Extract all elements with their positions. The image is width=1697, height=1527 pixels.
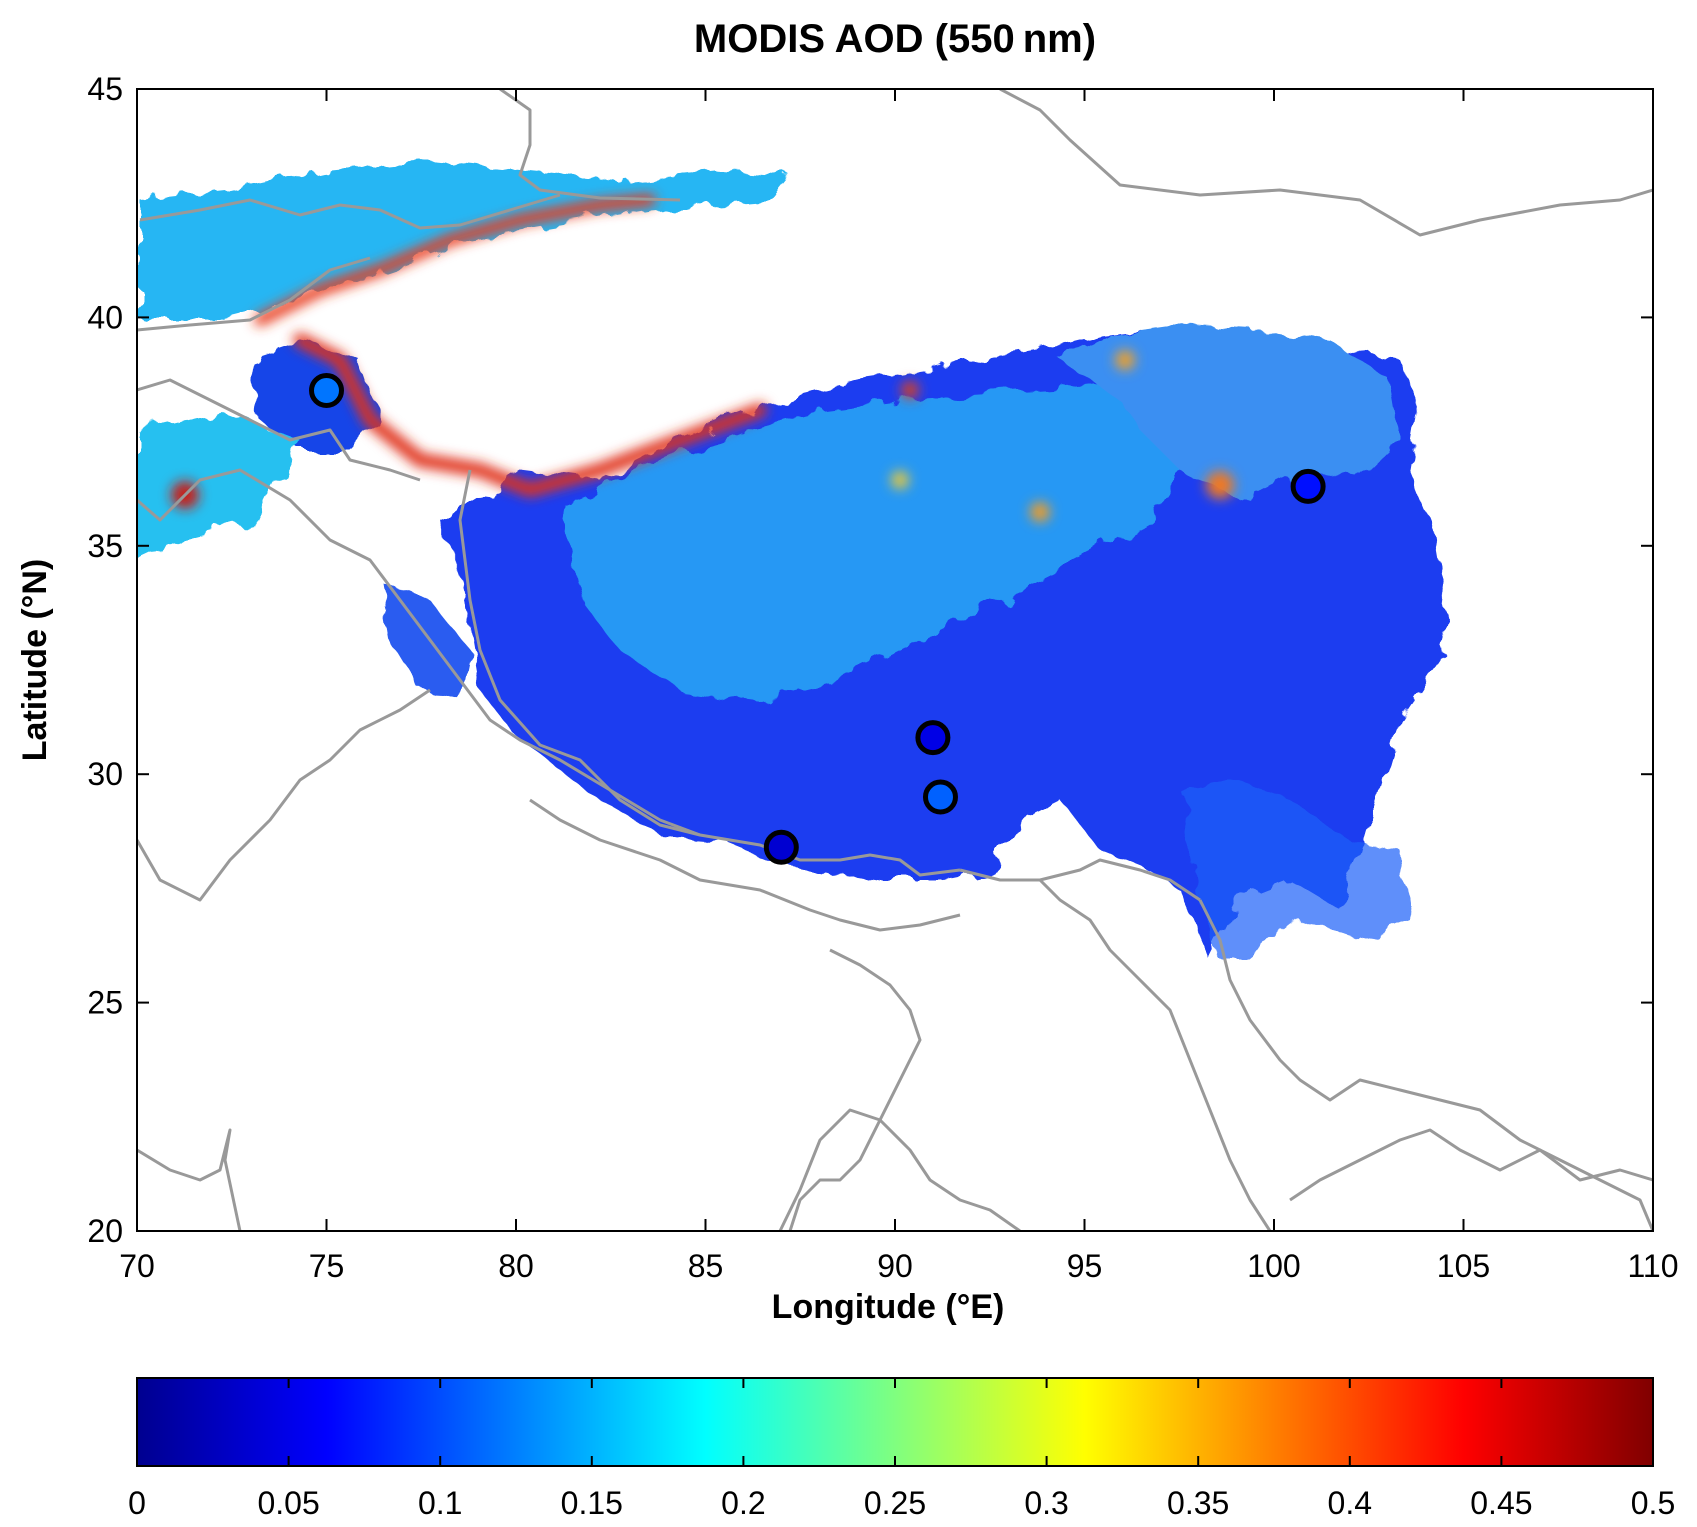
boundary-ganges [778,1108,1021,1231]
x-axis: 70 75 80 85 90 95 100 105 110 [119,89,1679,1284]
x-tick-label: 80 [498,1248,534,1284]
colorbar: 0 0.05 0.1 0.15 0.2 0.25 0.3 0.35 0.4 0.45 0.5 [128,1377,1675,1521]
boundary-india-coast [137,1128,242,1231]
x-tick-label: 70 [119,1248,155,1284]
x-tick-label: 95 [1067,1248,1103,1284]
colorbar-tick-label: 0.15 [561,1485,623,1521]
boundary-kazakh-kyrgyz [139,193,561,230]
x-tick-label: 75 [309,1248,345,1284]
aod-hotspot-mid [891,471,909,489]
boundary-himalaya-north [458,469,961,877]
boundary-bangladesh [788,948,922,1231]
y-axis-label: Latitude (°N) [16,559,54,761]
boundary-china-north [499,89,681,202]
aod-hotspot-north [901,381,919,399]
aod-southeast-tail [1180,780,1410,960]
boundary-tajik-afghan [137,378,421,482]
aod-central-band [560,380,1200,700]
boundary-bhutan-india [959,858,1201,902]
station-marker [763,829,799,865]
colorbar-tick-label: 0 [128,1485,146,1521]
y-axis: 20 25 30 35 40 45 [87,71,1653,1249]
chart-title: MODIS AOD (550 nm) [694,17,1096,61]
aod-high-features [171,194,1234,522]
aod-northeast-lobe [1060,325,1400,500]
aod-hotspot-east [1115,350,1135,370]
colorbar-tick-label: 0.3 [1024,1485,1068,1521]
aod-tien-shan-rim [254,194,656,326]
x-tick-label: 90 [877,1248,913,1284]
y-tick-label: 40 [87,299,123,335]
aod-hotspot-qaidam [1206,471,1234,499]
aod-west-rim [137,410,300,560]
boundary-india-west [137,688,431,902]
boundary-kyrgyz-south [137,256,371,332]
boundary-laos-thai [1289,1128,1653,1202]
aod-tarim-southern-rim [293,333,767,498]
boundary-nepal-south [529,798,961,932]
x-tick-label: 105 [1437,1248,1490,1284]
colorbar-tick-label: 0.05 [257,1485,319,1521]
aod-west-patches-2 [380,580,470,700]
x-tick-label: 100 [1247,1248,1300,1284]
boundary-myanmar [1198,899,1653,1231]
x-axis-label: Longitude (°E) [772,1288,1005,1326]
station-marker [309,372,344,408]
colorbar-tick-label: 0.4 [1328,1485,1372,1521]
x-tick-label: 110 [1627,1248,1678,1284]
colorbar-tick-label: 0.5 [1631,1485,1675,1521]
station-marker [1290,468,1326,504]
station-marker [922,779,958,815]
map-area [137,89,1653,1231]
y-tick-label: 30 [87,756,123,792]
boundary-pakistan-india [137,468,701,837]
x-tick-label: 85 [688,1248,724,1284]
colorbar-tick-label: 0.2 [721,1485,765,1521]
colorbar-tick-label: 0.35 [1167,1485,1229,1521]
y-tick-label: 25 [87,985,123,1021]
colorbar-tick-label: 0.1 [418,1485,462,1521]
station-markers [309,372,1326,865]
y-tick-label: 20 [87,1213,123,1249]
colorbar-tick-label: 0.45 [1470,1485,1532,1521]
colorbar-ticks: 0 0.05 0.1 0.15 0.2 0.25 0.3 0.35 0.4 0.45 0.5 [128,1378,1675,1521]
y-tick-label: 45 [87,71,123,107]
colorbar-tick-label: 0.25 [864,1485,926,1521]
boundary-mongolia [999,89,1653,237]
station-marker [915,720,951,756]
country-boundaries [137,89,1653,1231]
colorbar-gradient [136,1377,1654,1467]
boundary-india-northeast [1038,878,1272,1231]
y-tick-label: 35 [87,528,123,564]
aod-hotspot-central [1030,502,1050,522]
